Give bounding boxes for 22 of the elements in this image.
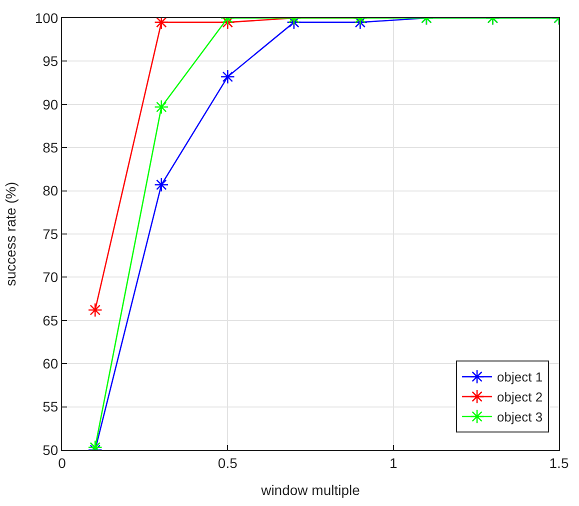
y-tick-label: 95 bbox=[42, 53, 58, 70]
legend-label: object 2 bbox=[497, 390, 543, 405]
point bbox=[88, 302, 102, 318]
y-axis-title: success rate (%) bbox=[2, 182, 18, 286]
y-tick-label: 100 bbox=[34, 10, 58, 26]
x-tick-label: 0 bbox=[58, 454, 66, 471]
y-tick-label: 70 bbox=[42, 269, 58, 286]
y-tick-label: 80 bbox=[42, 182, 58, 199]
x-axis-title: window multiple bbox=[260, 482, 360, 498]
point bbox=[154, 178, 169, 192]
x-tick-label: 0.5 bbox=[218, 454, 238, 471]
y-tick-label: 60 bbox=[42, 356, 58, 372]
legend-label: object 1 bbox=[497, 370, 543, 385]
x-tick-label: 1 bbox=[389, 454, 398, 471]
y-tick-label: 75 bbox=[42, 226, 58, 242]
legend-label: object 3 bbox=[497, 410, 543, 425]
y-tick-label: 55 bbox=[42, 398, 58, 415]
y-tick-label: 85 bbox=[42, 140, 58, 156]
y-tick-label: 65 bbox=[42, 312, 58, 328]
x-tick-label: 1.5 bbox=[549, 454, 569, 471]
y-tick-label: 50 bbox=[42, 442, 58, 458]
y-tick-label: 90 bbox=[42, 96, 58, 112]
